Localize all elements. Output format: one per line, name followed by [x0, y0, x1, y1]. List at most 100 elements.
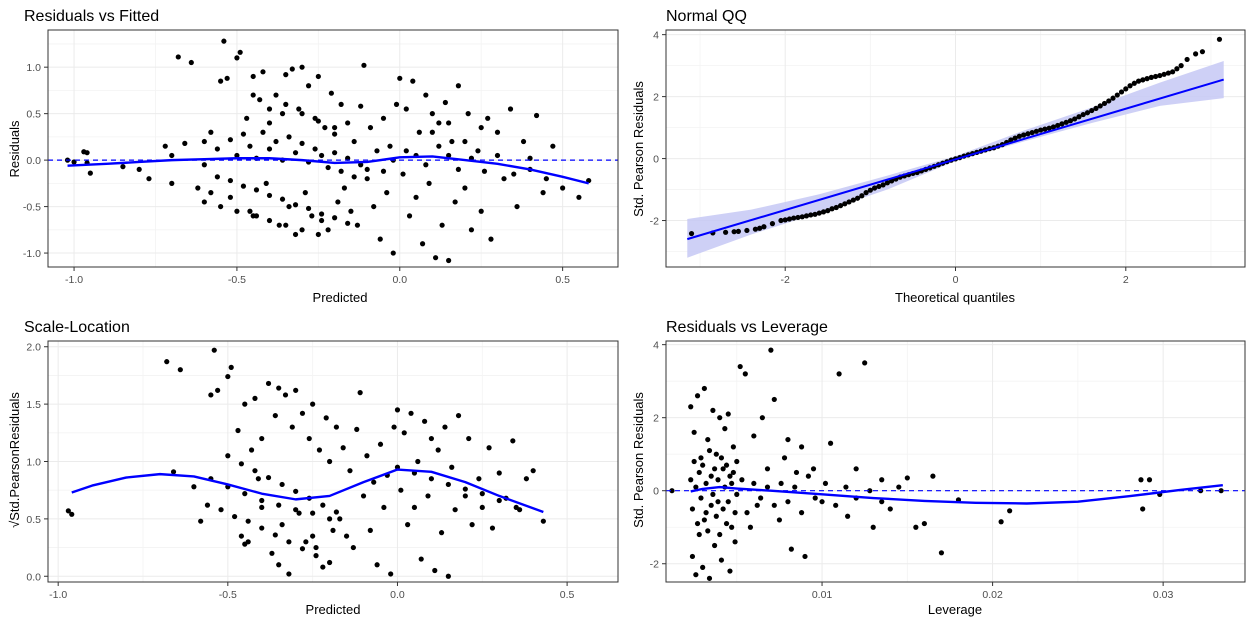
data-point [299, 546, 306, 552]
data-point [332, 150, 338, 156]
data-point [691, 429, 697, 435]
data-point [1025, 131, 1031, 137]
data-point [819, 499, 825, 505]
data-point [208, 190, 214, 196]
data-point [198, 518, 204, 524]
data-point [265, 380, 272, 387]
data-point [715, 499, 721, 505]
data-point [204, 502, 211, 508]
data-point [887, 506, 893, 512]
data-point [65, 508, 71, 514]
panel-title-normal-qq: Normal QQ [666, 8, 747, 25]
data-point [177, 367, 183, 373]
data-point [1063, 119, 1069, 125]
data-point [266, 120, 273, 126]
data-point [720, 466, 726, 472]
data-point [872, 185, 878, 191]
data-point [228, 364, 234, 370]
data-point [708, 502, 714, 508]
data-point [1067, 118, 1074, 124]
data-point [214, 174, 220, 180]
data-point [758, 495, 764, 501]
data-point [489, 525, 496, 531]
data-point [513, 504, 519, 511]
data-point [455, 412, 462, 419]
x-tick-label: -1.0 [65, 274, 83, 286]
data-point [1084, 110, 1091, 116]
data-point [694, 393, 701, 399]
y-tick-label: 1.0 [26, 457, 41, 469]
data-point [136, 166, 142, 173]
data-point [120, 164, 126, 170]
data-point [394, 407, 401, 413]
data-point [1193, 51, 1199, 57]
data-point [693, 572, 699, 578]
data-point [208, 129, 214, 135]
data-point [1157, 72, 1163, 79]
data-point [739, 477, 745, 483]
data-point [478, 124, 484, 131]
data-point [455, 83, 461, 89]
data-point [283, 222, 289, 228]
data-point [475, 148, 481, 154]
data-point [367, 527, 373, 533]
data-point [694, 520, 701, 527]
data-point [269, 550, 275, 556]
data-point [364, 453, 370, 459]
data-point [232, 513, 238, 520]
data-point [273, 92, 279, 98]
data-point [305, 83, 312, 89]
data-point [1140, 77, 1146, 83]
data-point [712, 542, 718, 549]
data-point [423, 162, 429, 168]
data-point [211, 347, 217, 353]
x-tick-label: -1.0 [49, 589, 67, 601]
data-point [397, 75, 403, 81]
data-point [309, 213, 315, 219]
y-tick-label: 0 [653, 486, 659, 498]
data-point [867, 187, 873, 193]
data-point [845, 513, 851, 519]
data-point [781, 455, 788, 461]
smooth-line [690, 484, 1223, 505]
data-point [234, 55, 240, 61]
y-tick-label: 2.0 [26, 342, 41, 354]
data-point [332, 124, 338, 131]
data-point [400, 171, 406, 177]
data-point [293, 387, 299, 393]
data-point [669, 488, 675, 494]
data-point [494, 152, 501, 159]
data-point [759, 415, 765, 421]
data-point [428, 476, 434, 482]
data-point [734, 458, 740, 465]
data-point [335, 199, 341, 205]
data-point [238, 533, 244, 539]
data-point [729, 524, 735, 530]
data-point [289, 66, 295, 72]
data-point [390, 250, 396, 256]
data-point [462, 138, 468, 145]
data-point [188, 59, 194, 66]
y-tick-label: 4 [653, 30, 659, 42]
data-point [401, 430, 407, 436]
data-point [744, 227, 750, 234]
data-point [1216, 36, 1223, 42]
y-tick-label: 2 [653, 92, 659, 104]
data-point [240, 183, 247, 189]
data-point [715, 477, 721, 483]
data-point [859, 193, 865, 199]
data-point [327, 516, 333, 522]
data-point [1033, 128, 1039, 134]
data-point [387, 143, 393, 149]
data-point [315, 73, 321, 80]
data-point [785, 499, 791, 505]
data-point [299, 410, 306, 416]
data-point [332, 131, 338, 137]
data-point [764, 466, 771, 472]
data-point [501, 176, 507, 182]
data-point [260, 69, 266, 75]
data-point [1123, 86, 1129, 92]
data-point [247, 143, 253, 149]
y-tick-label: -2 [650, 216, 659, 228]
data-point [348, 208, 354, 214]
